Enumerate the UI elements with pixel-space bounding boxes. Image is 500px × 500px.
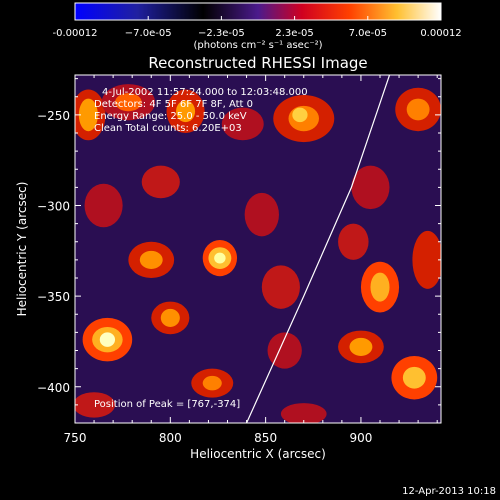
heatmap-blob: [75, 392, 116, 418]
heatmap-blob: [160, 308, 180, 327]
y-tick-label: −350: [37, 290, 70, 304]
heatmap-blob: [141, 165, 180, 199]
colorbar: [75, 3, 441, 20]
solar-limb-curve: [246, 75, 391, 423]
colorbar-ticks: [74, 16, 442, 20]
plot-frame: [74, 74, 442, 424]
heatmap-blob: [221, 107, 264, 141]
x-tick-label: 800: [159, 431, 182, 445]
heatmap-blob: [351, 165, 390, 210]
timestamp: 12-Apr-2013 10:18: [402, 486, 496, 497]
heatmap-blob: [402, 366, 426, 389]
heatmap-blob: [99, 332, 116, 347]
heatmap-blob: [349, 337, 373, 356]
y-tick-label: −250: [37, 109, 70, 123]
y-axis-label: Heliocentric Y (arcsec): [15, 182, 29, 317]
heatmap-blob: [370, 272, 390, 302]
y-tick-label: −400: [37, 381, 70, 395]
colorbar-tick-label: -0.00012: [53, 28, 98, 39]
heatmap-blob: [280, 403, 327, 423]
heatmap-blob: [115, 93, 142, 112]
heatmap-blob: [292, 107, 308, 123]
annotation-energy-range: Energy Range: 25.0 - 50.0 keV: [94, 111, 247, 122]
heatmap-blob: [406, 98, 430, 121]
heatmap-blob: [244, 192, 279, 237]
colorbar-frame: [74, 2, 442, 21]
annotation-detectors: Detectors: 4F 5F 6F 7F 8F, Att 0: [94, 99, 253, 110]
x-axis-tick-labels: 750 800 850 900: [64, 431, 373, 445]
colorbar-units-label: (photons cm⁻² s⁻¹ asec⁻²): [193, 40, 322, 51]
heatmap-blob: [176, 100, 196, 123]
heatmap-blob: [78, 98, 98, 132]
colorbar-tick-labels: -0.00012 −7.0e-05 −2.3e-05 2.3e-05 7.0e-05 0.…: [53, 28, 462, 39]
heatmap-blob: [261, 265, 300, 309]
heatmap-image: [75, 84, 441, 423]
colorbar-tick-label: 0.00012: [420, 28, 461, 39]
annotation-peak-position: Position of Peak = [767,-374]: [94, 399, 240, 410]
x-axis-ticks: [74, 75, 438, 423]
annotation-time-range: 4-Jul-2002 11:57:24.000 to 12:03:48.000: [102, 87, 308, 98]
chart-title: Reconstructed RHESSI Image: [148, 54, 367, 72]
x-tick-label: 900: [349, 431, 372, 445]
x-tick-label: 750: [64, 431, 87, 445]
x-axis-label: Heliocentric X (arcsec): [190, 447, 326, 461]
heatmap-blob: [267, 332, 302, 369]
heatmap-blob: [202, 375, 222, 391]
heatmap-blob: [214, 252, 226, 264]
y-axis-tick-labels: −250 −300 −350 −400: [37, 109, 70, 395]
y-axis-ticks: [75, 78, 441, 406]
y-tick-label: −300: [37, 200, 70, 214]
heatmap-blob: [84, 183, 123, 228]
colorbar-tick-label: −7.0e-05: [125, 28, 172, 39]
annotation-clean-counts: Clean Total counts: 6.20E+03: [94, 123, 242, 134]
colorbar-tick-label: −2.3e-05: [198, 28, 245, 39]
x-tick-label: 850: [254, 431, 277, 445]
heatmap-blob: [412, 230, 441, 289]
colorbar-tick-label: 2.3e-05: [275, 28, 313, 39]
heatmap-blob: [139, 250, 163, 269]
heatmap-blob: [338, 223, 369, 260]
colorbar-tick-label: 7.0e-05: [349, 28, 387, 39]
